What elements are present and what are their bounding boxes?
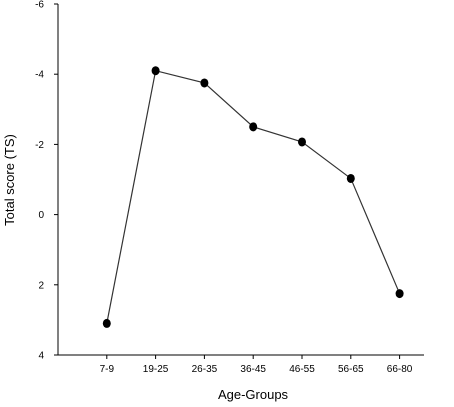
x-tick-label: 46-55 (289, 364, 315, 375)
x-axis-title: Age-Groups (218, 387, 289, 402)
x-tick-label: 66-80 (387, 364, 413, 375)
data-point (346, 173, 355, 183)
data-point (151, 66, 160, 76)
x-tick-label: 56-65 (338, 364, 364, 375)
axes (57, 4, 424, 356)
y-axis-ticks: -6 -4 -2 0 2 4 (35, 0, 58, 362)
x-tick-label: 36-45 (240, 364, 266, 375)
series-group (102, 66, 404, 328)
series-line (106, 69, 401, 324)
x-tick-label: 19-25 (143, 364, 169, 375)
y-axis-title: Total score (TS) (2, 134, 17, 226)
data-point (102, 318, 111, 328)
y-tick-label: 4 (38, 351, 44, 362)
y-tick-label: -2 (35, 140, 44, 151)
y-tick-label: -6 (35, 0, 44, 11)
data-point (395, 289, 404, 299)
data-point (249, 122, 258, 132)
data-point (298, 137, 306, 147)
x-tick-label: 7-9 (100, 364, 115, 375)
data-point (200, 78, 209, 88)
y-tick-label: 0 (38, 210, 44, 221)
y-tick-label: -4 (35, 70, 44, 81)
x-tick-label: 26-35 (192, 364, 218, 375)
y-tick-label: 2 (38, 280, 44, 291)
x-axis-ticks: 7-9 19-25 26-35 36-45 46-55 56-65 66-80 (100, 355, 413, 375)
